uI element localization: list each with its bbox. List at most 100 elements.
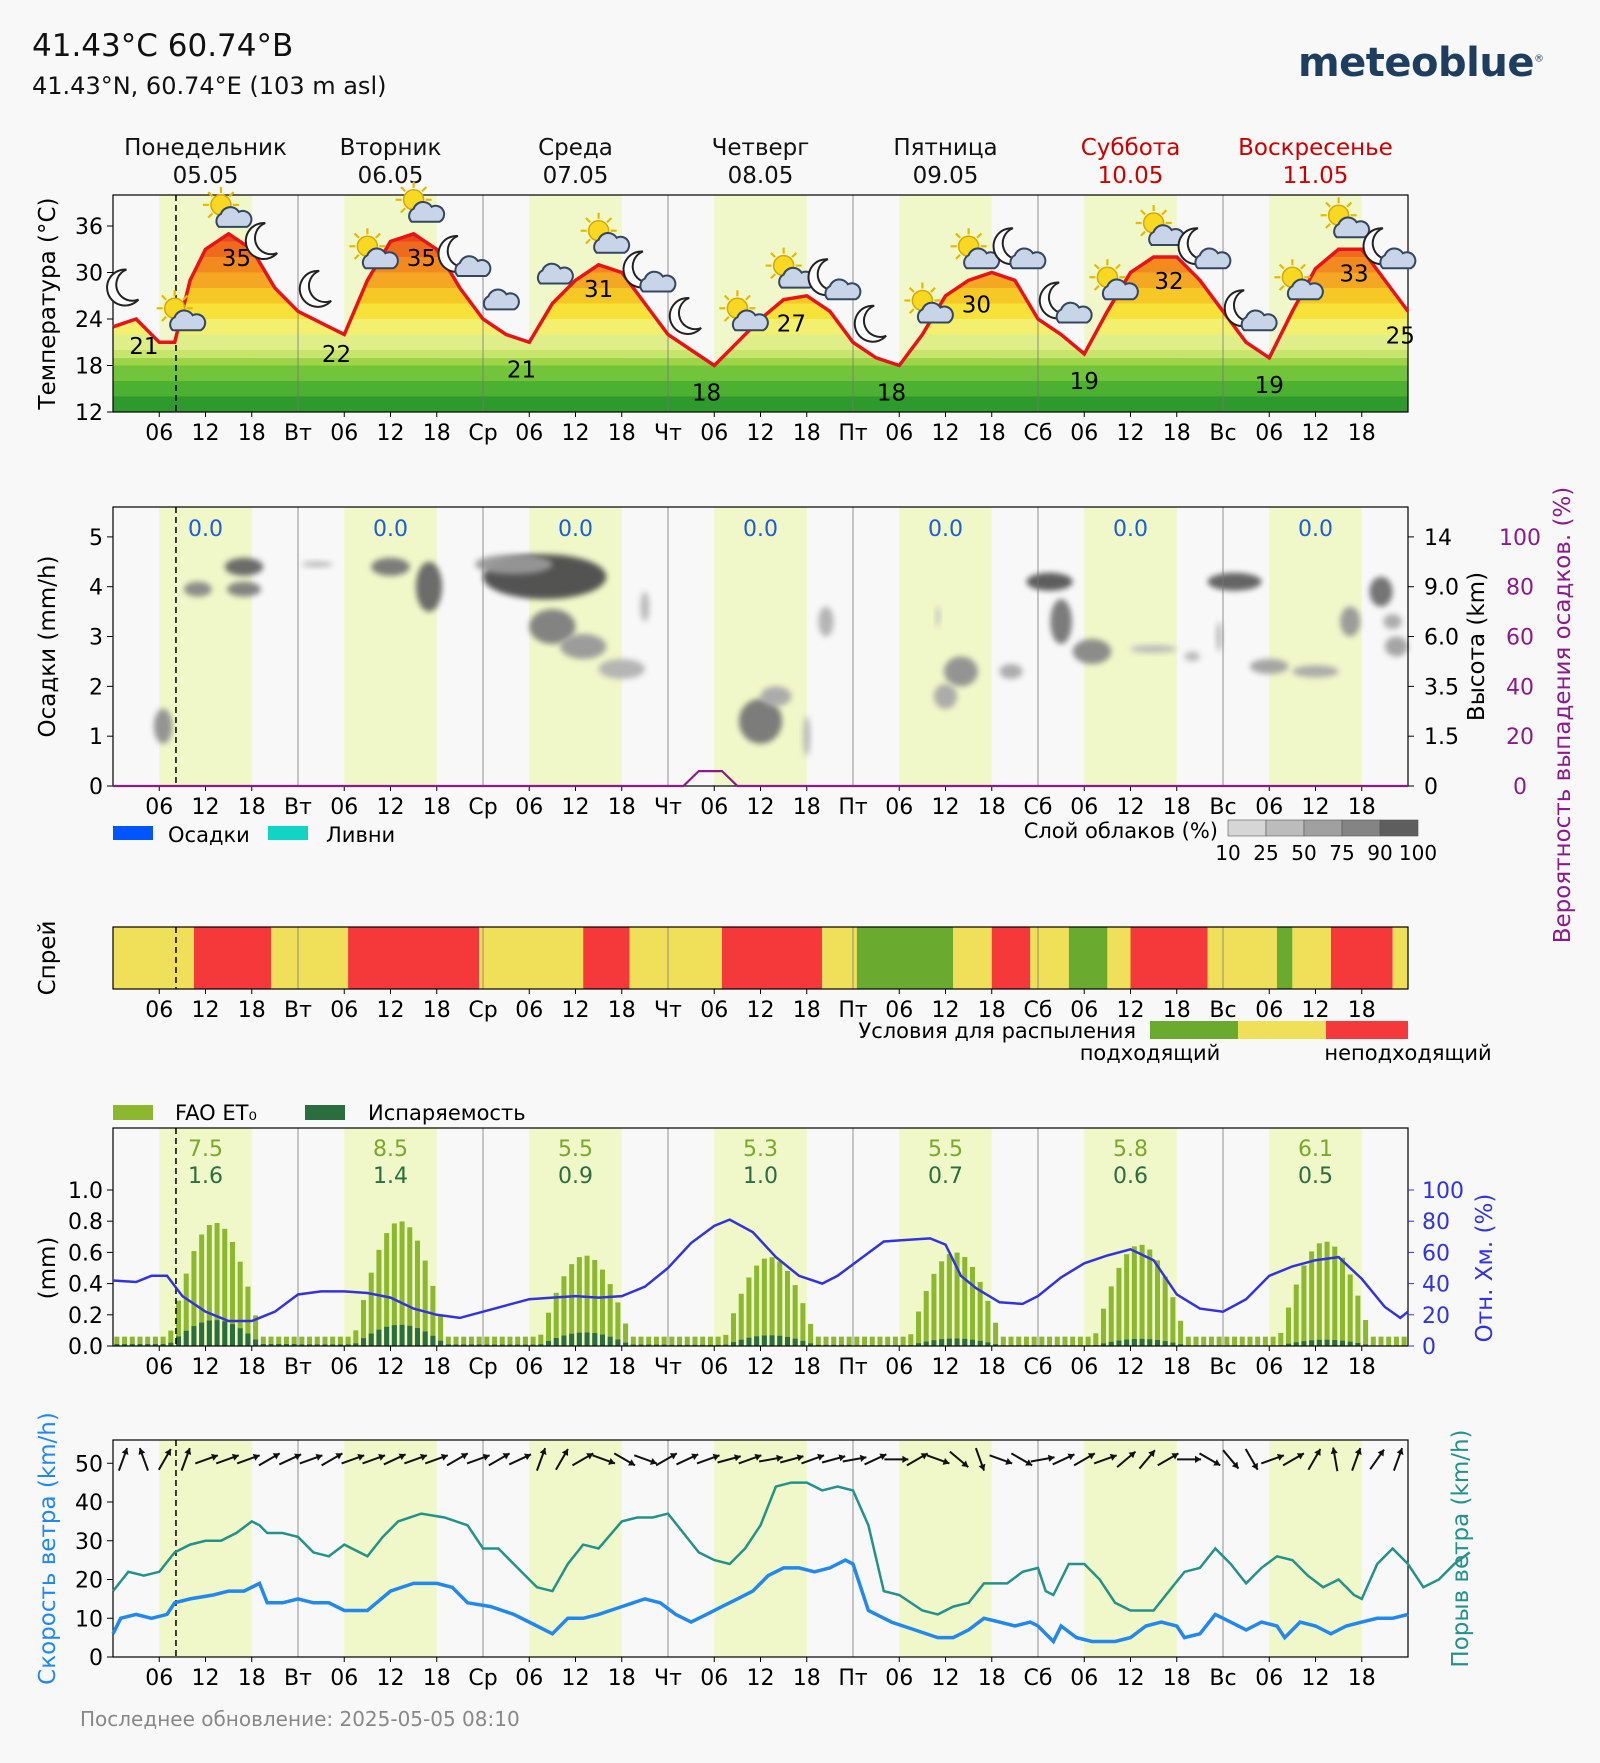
evap-bar [515, 1344, 521, 1346]
evap-daylight-band [714, 1128, 807, 1346]
evap-bar [129, 1344, 135, 1346]
spray-segment-ok [271, 927, 349, 989]
wind-direction-arrow-icon [258, 1452, 281, 1467]
temp-day-tick-label: Вт [284, 421, 312, 446]
spray-x-tick-label: 12 [192, 998, 220, 1023]
temp-x-tick-label: 06 [145, 421, 173, 446]
evap-bar [1101, 1343, 1107, 1346]
meteoblue-logo[interactable]: meteoblue® [1298, 40, 1544, 86]
daily-fao-total: 5.3 [743, 1137, 778, 1162]
temp-x-tick-label: 06 [1255, 421, 1283, 446]
day-header-name: Четверг [712, 135, 810, 161]
cloud-layer-blob [802, 716, 811, 757]
fao-bar [1154, 1260, 1160, 1346]
wind-daylight-band [344, 1440, 437, 1657]
fao-bar [831, 1336, 837, 1346]
arrow-head [1025, 1459, 1033, 1466]
daily-evap-total: 0.5 [1298, 1164, 1333, 1189]
evap-bar [777, 1335, 783, 1346]
arrow-head [231, 1453, 239, 1461]
legend-showers-label: Ливни [326, 823, 395, 847]
fao-bar [322, 1336, 328, 1346]
cloud-layer-blob [227, 581, 261, 597]
temp-x-tick-label: 18 [978, 421, 1006, 446]
spray-x-tick-label: 18 [978, 998, 1006, 1023]
wind-direction-arrow-icon [1260, 1453, 1285, 1465]
evap-daylight-band [899, 1128, 992, 1346]
daily-precip-total: 0.0 [1298, 517, 1333, 542]
evap-x-tick-label: 18 [423, 1355, 451, 1380]
wind-direction-arrow-icon [466, 1453, 490, 1465]
temp-x-tick-label: 06 [515, 421, 543, 446]
fao-bar [1278, 1332, 1284, 1346]
precip-day-tick-label: Вс [1209, 795, 1236, 820]
evap-day-tick-label: Пт [838, 1355, 868, 1380]
wind-x-tick-label: 12 [562, 1666, 590, 1691]
wind-direction-arrow-icon [1244, 1448, 1259, 1471]
arrow-head [712, 1453, 720, 1461]
evap-bar [453, 1344, 459, 1346]
spray-segment-ok [1392, 927, 1408, 989]
daily-evap-total: 1.4 [373, 1164, 408, 1189]
fao-bar [1208, 1336, 1214, 1346]
wind-y-tick-label: 10 [75, 1607, 103, 1632]
temp-band [113, 365, 1408, 381]
cloud-layer-blob [935, 606, 941, 627]
fao-bar [761, 1258, 767, 1346]
wind-daylight-band [714, 1440, 807, 1657]
moon-cloud-icon [1177, 227, 1232, 270]
temp-max-label: 30 [962, 292, 991, 318]
fao-bar [214, 1223, 220, 1346]
height-tick-label: 1.5 [1424, 725, 1459, 750]
spray-y-label: Спрей [35, 921, 61, 996]
fao-bar [1270, 1336, 1276, 1346]
evap-bar [276, 1344, 282, 1346]
spray-legend-good [1150, 1021, 1238, 1039]
evap-bar [792, 1338, 798, 1346]
evap-bar [746, 1337, 752, 1346]
fao-bar [1216, 1336, 1222, 1346]
evap-bar [761, 1335, 767, 1346]
fao-bar [129, 1336, 135, 1346]
evap-x-tick-label: 12 [562, 1355, 590, 1380]
day-header-name: Понедельник [124, 135, 287, 161]
evap-bar [808, 1343, 814, 1346]
moon-crescent [298, 269, 332, 308]
wind-x-tick-label: 18 [238, 1666, 266, 1691]
day-header-date: 07.05 [543, 163, 609, 189]
evap-bar [307, 1344, 313, 1346]
sun-ray [1093, 263, 1100, 270]
moon-icon [298, 269, 332, 308]
arrow-head [776, 1454, 783, 1462]
arrow-head [502, 1453, 510, 1460]
fao-bar [1286, 1307, 1292, 1346]
daily-precip-total: 0.0 [743, 517, 778, 542]
arrow-head [272, 1453, 280, 1460]
arrow-head [539, 1448, 547, 1455]
daily-precip-total: 0.0 [373, 517, 408, 542]
fao-bar [800, 1303, 806, 1346]
gust-y-label: Порыв ветра (km/h) [1448, 1429, 1474, 1667]
spray-segment-good [856, 927, 954, 989]
sun-ray [791, 252, 798, 258]
daily-evap-total: 0.6 [1113, 1164, 1148, 1189]
evap-bar [1162, 1341, 1168, 1346]
fao-bar [892, 1336, 898, 1346]
arrow-head [754, 1453, 762, 1461]
evap-y-tick-label: 0.6 [68, 1241, 103, 1266]
fao-bar [407, 1227, 413, 1346]
evap-bar [476, 1344, 482, 1346]
spray-x-tick-label: 06 [1070, 998, 1098, 1023]
evap-bar [314, 1344, 320, 1346]
temp-min-label: 19 [1255, 373, 1284, 399]
fao-bar [615, 1302, 621, 1346]
wind-x-tick-label: 12 [1302, 1666, 1330, 1691]
fao-bar [993, 1322, 999, 1346]
temp-x-tick-label: 18 [608, 421, 636, 446]
wind-direction-arrow-icon [884, 1455, 909, 1463]
wind-x-tick-label: 18 [1163, 1666, 1191, 1691]
evap-bar [1293, 1342, 1299, 1346]
moon-cloud-icon [437, 234, 492, 277]
legend-showers-swatch [268, 826, 308, 840]
legend-precip-swatch [113, 826, 153, 840]
